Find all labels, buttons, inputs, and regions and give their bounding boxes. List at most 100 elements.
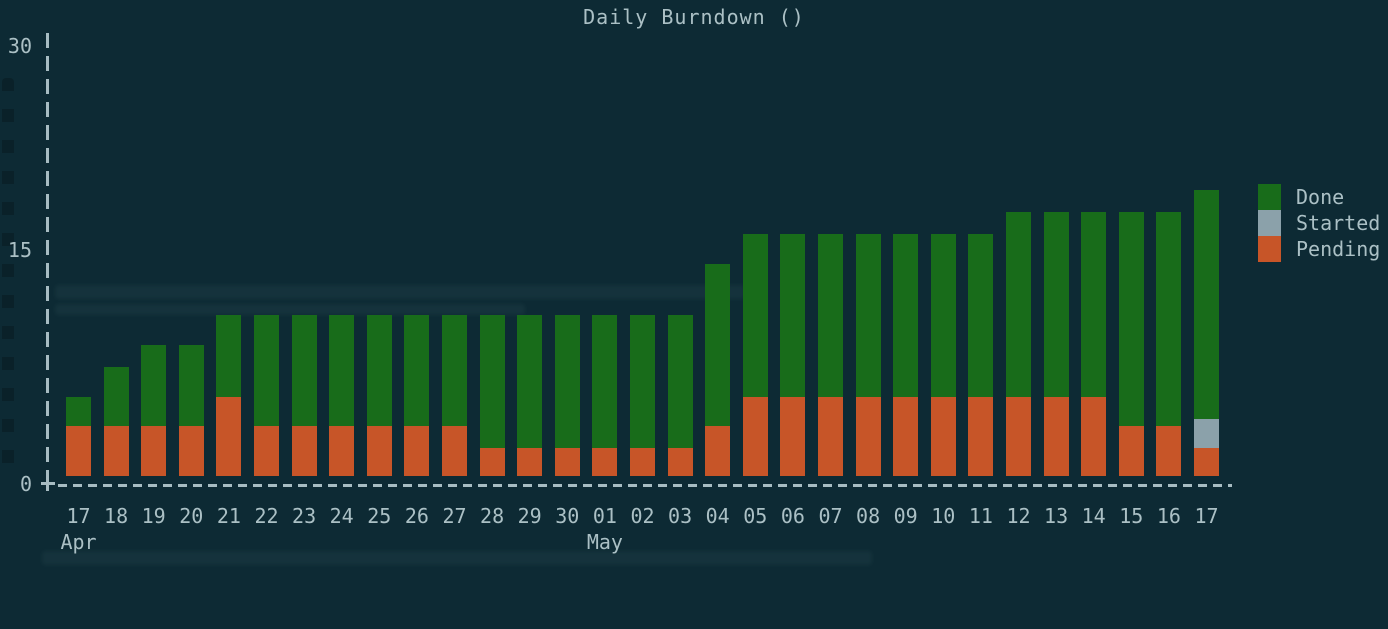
bar-segment-done <box>291 315 317 426</box>
x-tick-label: 02 <box>630 504 655 528</box>
bar-segment-pending <box>780 396 806 476</box>
x-tick-label: 25 <box>367 504 392 528</box>
y-axis-dashed-line <box>46 33 49 485</box>
x-tick-label: 24 <box>329 504 354 528</box>
bar-segment-done <box>630 315 655 449</box>
bar-segment-done <box>592 315 618 449</box>
x-tick-label: 04 <box>705 504 730 528</box>
y-tick-label-0: 0 <box>19 472 32 496</box>
bar-segment-pending <box>1006 396 1031 476</box>
bar-segment-pending <box>855 396 881 476</box>
legend-label: Done <box>1296 185 1345 209</box>
x-tick-label: 27 <box>442 504 467 528</box>
x-tick-label: 12 <box>1006 504 1031 528</box>
legend-swatch-done-icon <box>1258 184 1281 210</box>
legend-label: Started <box>1296 211 1381 235</box>
x-axis-dashed-line <box>58 484 1232 487</box>
terminal-edge-artifacts <box>2 78 14 468</box>
summary-stats: Net Fix Rate:0.1/d Estimated completion:… <box>38 579 496 629</box>
x-tick-label: 05 <box>743 504 768 528</box>
ghost-text-row <box>55 304 525 315</box>
bar-segment-pending <box>66 426 91 476</box>
bar-segment-done <box>1118 212 1144 426</box>
bar-segment-done <box>442 315 467 426</box>
bar-segment-pending <box>742 396 768 476</box>
bar-segment-pending <box>479 448 505 476</box>
bar-segment-done <box>216 315 242 397</box>
legend-swatch-started-icon <box>1258 210 1281 236</box>
bar-segment-pending <box>517 448 543 476</box>
bar-segment-done <box>667 315 693 449</box>
bar-segment-pending <box>930 396 956 476</box>
bar-segment-done <box>855 234 881 397</box>
bar-segment-done <box>554 315 580 449</box>
x-tick-label: 19 <box>141 504 166 528</box>
bar-segment-done <box>329 315 355 426</box>
x-tick-label: 13 <box>1044 504 1069 528</box>
bar-segment-done <box>1006 212 1031 397</box>
x-tick-label: 28 <box>480 504 505 528</box>
x-tick-label: 17 <box>66 504 91 528</box>
bar-segment-done <box>968 234 994 397</box>
bar-segment-pending <box>329 426 355 476</box>
bar-segment-pending <box>1156 426 1182 476</box>
bar-segment-pending <box>630 448 655 476</box>
x-tick-label: 10 <box>931 504 956 528</box>
x-tick-label: 21 <box>216 504 241 528</box>
ghost-text-row <box>42 551 872 565</box>
bar-segment-done <box>66 396 91 426</box>
x-tick-label: 01 <box>592 504 617 528</box>
bar-segment-pending <box>1118 426 1144 476</box>
y-tick-label-15: 15 <box>7 238 32 262</box>
bar-segment-pending <box>254 426 279 476</box>
x-tick-label: 09 <box>893 504 918 528</box>
bar-segment-done <box>141 344 167 426</box>
x-tick-label: 06 <box>780 504 805 528</box>
bar-segment-pending <box>216 396 242 476</box>
legend-item-done: Done <box>1258 184 1380 210</box>
bar-segment-done <box>1081 212 1107 397</box>
bar-segment-started <box>1194 418 1219 449</box>
ghost-text-row <box>55 285 745 299</box>
bar-segment-done <box>517 315 543 449</box>
bar-segment-done <box>178 344 204 426</box>
x-month-label: Apr <box>60 530 97 554</box>
bar-segment-pending <box>103 426 129 476</box>
x-tick-label: 26 <box>404 504 429 528</box>
x-tick-label: 30 <box>555 504 580 528</box>
bar-segment-done <box>366 315 392 426</box>
bar-segment-done <box>742 234 768 397</box>
legend-label: Pending <box>1296 237 1381 261</box>
x-tick-label: 20 <box>179 504 204 528</box>
bar-segment-pending <box>442 426 467 476</box>
bar-segment-pending <box>366 426 392 476</box>
x-tick-label: 29 <box>517 504 542 528</box>
bar-segment-pending <box>141 426 167 476</box>
bar-segment-pending <box>554 448 580 476</box>
x-tick-label: 22 <box>254 504 279 528</box>
bar-segment-pending <box>404 426 430 476</box>
bar-segment-pending <box>178 426 204 476</box>
bar-segment-done <box>818 234 843 397</box>
bar-segment-pending <box>818 396 843 476</box>
x-tick-label: 17 <box>1194 504 1219 528</box>
bar-segment-done <box>893 234 919 397</box>
x-tick-label: 03 <box>668 504 693 528</box>
bar-segment-pending <box>667 448 693 476</box>
x-tick-label: 07 <box>818 504 843 528</box>
bar-segment-done <box>103 367 129 426</box>
y-tick-label-30: 30 <box>7 34 32 58</box>
bar-segment-done <box>1043 212 1069 397</box>
x-tick-label: 15 <box>1119 504 1144 528</box>
chart-title: Daily Burndown () <box>583 5 805 29</box>
bar-segment-pending <box>291 426 317 476</box>
x-tick-label: 11 <box>968 504 993 528</box>
bar-segment-pending <box>968 396 994 476</box>
axis-origin-plus-icon <box>41 477 55 491</box>
x-tick-label: 14 <box>1081 504 1106 528</box>
x-tick-label: 16 <box>1156 504 1181 528</box>
bar-segment-pending <box>705 426 731 476</box>
bar-segment-done <box>1194 190 1219 419</box>
bar-segment-pending <box>592 448 618 476</box>
